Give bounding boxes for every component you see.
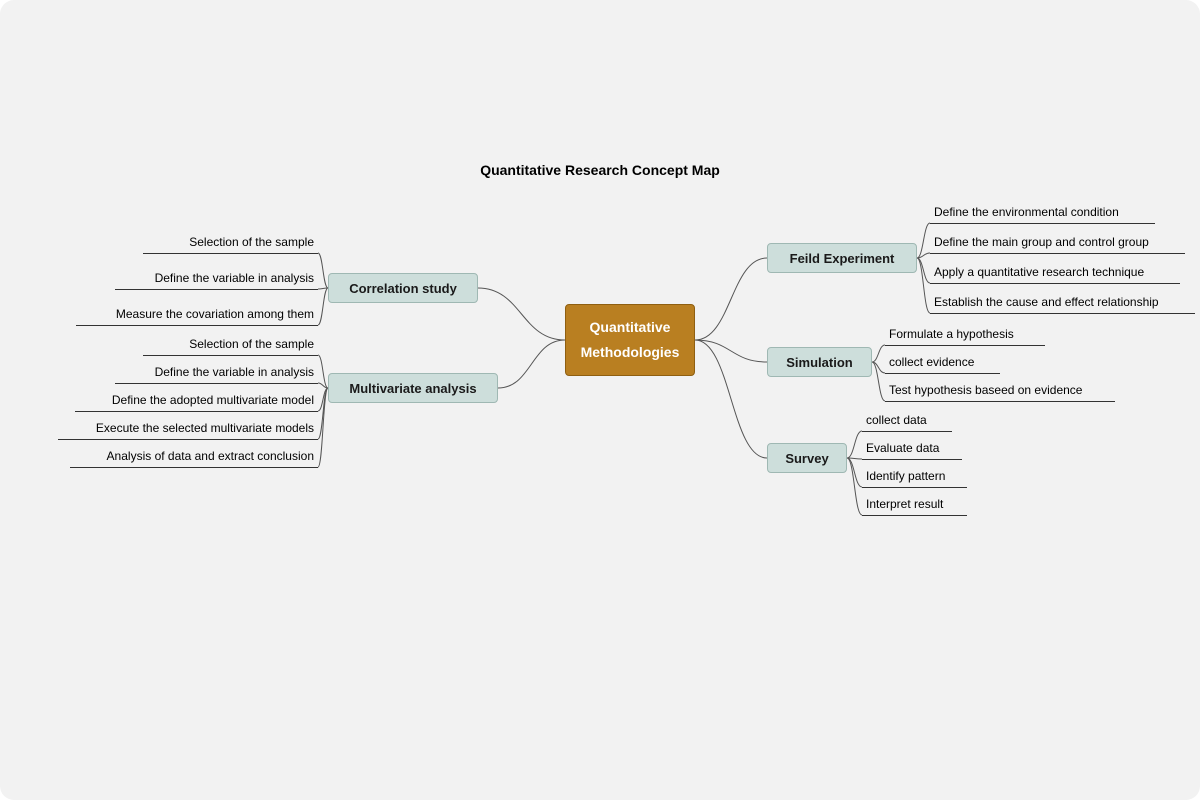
leaf-survey-1: Evaluate data [862,439,962,460]
leaf-correlation-0: Selection of the sample [143,233,318,254]
leaf-field-2: Apply a quantitative research technique [930,263,1180,284]
leaf-multivariate-1: Define the variable in analysis [115,363,318,384]
branch-survey: Survey [767,443,847,473]
branch-correlation: Correlation study [328,273,478,303]
leaf-simulation-0: Formulate a hypothesis [885,325,1045,346]
leaf-multivariate-0: Selection of the sample [143,335,318,356]
branch-label: Survey [785,451,828,466]
leaf-multivariate-3: Execute the selected multivariate models [58,419,318,440]
leaf-field-3: Establish the cause and effect relations… [930,293,1195,314]
leaf-field-1: Define the main group and control group [930,233,1185,254]
leaf-survey-0: collect data [862,411,952,432]
branch-field: Feild Experiment [767,243,917,273]
branch-label: Feild Experiment [790,251,895,266]
leaf-field-0: Define the environmental condition [930,203,1155,224]
branch-label: Correlation study [349,281,457,296]
branch-label: Multivariate analysis [349,381,476,396]
center-line1: Quantitative [590,315,671,340]
page-title: Quantitative Research Concept Map [0,162,1200,178]
mindmap-canvas: Quantitative Research Concept Map Quanti… [0,0,1200,800]
leaf-simulation-1: collect evidence [885,353,1000,374]
center-node: Quantitative Methodologies [565,304,695,376]
leaf-survey-3: Interpret result [862,495,967,516]
title-text: Quantitative Research Concept Map [480,162,720,178]
branch-multivariate: Multivariate analysis [328,373,498,403]
leaf-multivariate-4: Analysis of data and extract conclusion [70,447,318,468]
leaf-simulation-2: Test hypothesis baseed on evidence [885,381,1115,402]
leaf-correlation-1: Define the variable in analysis [115,269,318,290]
branch-simulation: Simulation [767,347,872,377]
branch-label: Simulation [786,355,852,370]
leaf-multivariate-2: Define the adopted multivariate model [75,391,318,412]
leaf-correlation-2: Measure the covariation among them [76,305,318,326]
center-line2: Methodologies [581,340,680,365]
leaf-survey-2: Identify pattern [862,467,967,488]
